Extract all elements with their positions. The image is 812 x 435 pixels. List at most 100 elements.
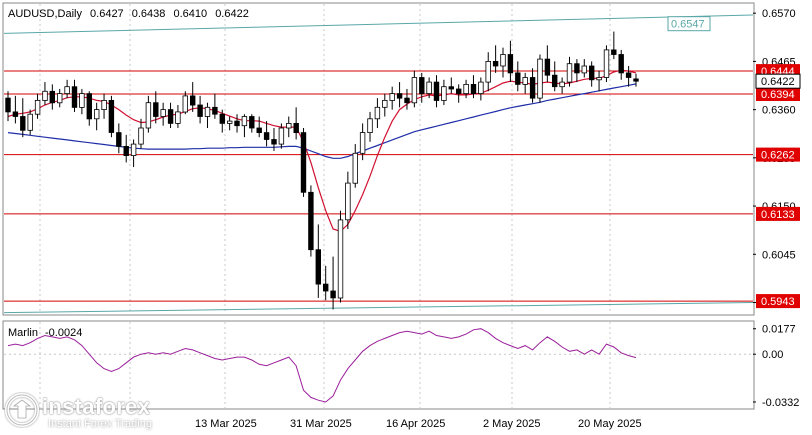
- candle-body: [330, 290, 336, 299]
- candle-body: [337, 219, 344, 299]
- level-labels: 0.64440.63940.62620.61330.59430.64220.65…: [667, 16, 801, 309]
- candle: [308, 185, 314, 257]
- candle-body: [574, 63, 580, 74]
- candle-body: [522, 77, 528, 85]
- candle-body: [249, 116, 255, 129]
- candle-body: [12, 111, 19, 117]
- symbol-label: AUDUSD,Daily: [8, 8, 82, 20]
- time-tick-label: 31 Mar 2025: [290, 418, 352, 430]
- level-label: 0.6262: [761, 150, 795, 162]
- low-value: 0.6410: [173, 8, 207, 20]
- candle-body: [374, 106, 381, 120]
- candle: [537, 54, 543, 103]
- time-tick-label: 16 Apr 2025: [386, 418, 445, 430]
- candle-body: [448, 86, 454, 90]
- level-label-box: [756, 206, 800, 221]
- candle: [20, 98, 26, 138]
- channel-top-label: 0.6547: [671, 19, 705, 31]
- candle: [108, 95, 115, 138]
- candle-body: [470, 84, 477, 95]
- candle: [322, 265, 329, 301]
- candle: [433, 75, 440, 108]
- candle-body: [153, 102, 159, 117]
- indicator-value: -0.0024: [45, 327, 82, 339]
- candle: [367, 111, 373, 142]
- candle-body: [27, 113, 33, 131]
- candle: [300, 128, 307, 197]
- channel-label-box: [667, 16, 711, 32]
- candle: [271, 128, 277, 151]
- candle: [256, 116, 262, 138]
- open-value: 0.6427: [90, 8, 124, 20]
- candle: [396, 82, 403, 108]
- candle: [153, 91, 159, 124]
- candle-body: [20, 116, 26, 131]
- indicator-tick-label: -0.0332: [762, 397, 799, 409]
- candle-body: [226, 120, 233, 124]
- candle-body: [359, 132, 366, 154]
- time-tick-label: 20 May 2025: [578, 418, 642, 430]
- candle: [197, 95, 203, 124]
- candle-body: [315, 249, 321, 285]
- candle: [226, 116, 233, 131]
- candle-body: [633, 78, 639, 82]
- candle-body: [396, 93, 403, 99]
- candle: [529, 68, 536, 103]
- candle: [94, 102, 100, 131]
- candle: [625, 66, 632, 87]
- candle-body: [515, 72, 521, 85]
- candles: [5, 31, 639, 310]
- candle-body: [204, 106, 211, 117]
- candle-body: [49, 90, 55, 104]
- candle: [515, 61, 521, 92]
- current-price-label-box: [755, 73, 801, 89]
- indicator-tick-label: 0.0177: [762, 324, 796, 336]
- indicator-header: Marlin -0.0024: [8, 327, 82, 339]
- channel-bottom-line: [3, 302, 754, 314]
- candle-body: [389, 93, 395, 101]
- time-tick-label: 13 Mar 2025: [195, 418, 257, 430]
- candle-body: [529, 77, 536, 99]
- candle: [34, 93, 41, 119]
- candle: [138, 118, 144, 149]
- candle: [596, 70, 602, 92]
- candle: [522, 72, 528, 94]
- candle-body: [455, 88, 462, 94]
- candle: [27, 109, 33, 135]
- candle: [603, 45, 610, 83]
- candle-body: [463, 84, 469, 95]
- candle: [389, 86, 395, 110]
- oscillator-line: [7, 328, 637, 403]
- candle-body: [559, 81, 565, 88]
- price-tick-label: 0.6045: [762, 249, 796, 261]
- candle-body: [537, 58, 543, 99]
- level-label: 0.5943: [761, 296, 795, 308]
- level-label-box: [756, 294, 800, 309]
- candle: [315, 224, 321, 298]
- candle: [5, 91, 11, 122]
- candle: [566, 56, 573, 87]
- watermark-brand: instaforex: [42, 394, 151, 419]
- candle-body: [182, 95, 188, 113]
- candle-body: [589, 65, 595, 81]
- candle: [470, 75, 477, 99]
- candle: [455, 84, 462, 103]
- candle: [219, 109, 225, 133]
- candle: [552, 61, 558, 92]
- candle: [86, 91, 92, 126]
- candle: [71, 79, 78, 112]
- candle: [507, 40, 514, 83]
- current-price-label: 0.6422: [761, 76, 795, 88]
- chart-header: AUDUSD,Daily 0.6427 0.6438 0.6410 0.6422: [8, 8, 249, 20]
- candle-body: [5, 97, 11, 113]
- candle-body: [189, 95, 196, 106]
- candle: [167, 102, 174, 128]
- candle-body: [138, 127, 144, 145]
- candle-body: [286, 123, 292, 129]
- candle: [441, 79, 447, 106]
- candle-body: [271, 139, 277, 145]
- candle-body: [130, 143, 137, 157]
- candle: [204, 102, 211, 128]
- grid: [39, 4, 611, 408]
- candle-body: [71, 86, 78, 108]
